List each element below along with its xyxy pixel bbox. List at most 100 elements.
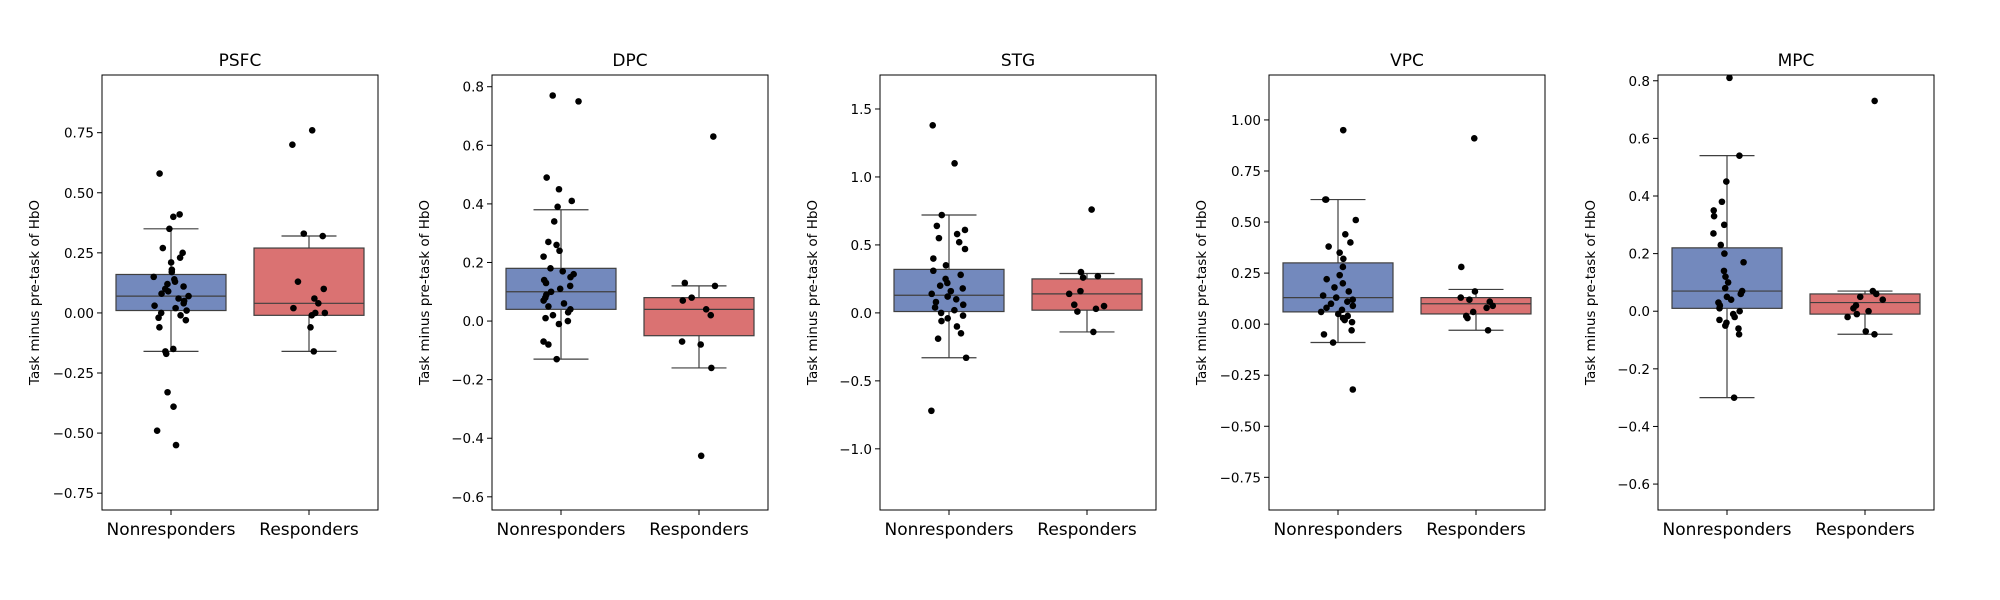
y-axis-label: Task minus pre-task of HbO (27, 200, 43, 386)
y-tick-label: 0.00 (1231, 317, 1261, 333)
panel-psfc: PSFC Task minus pre-task of HbO −0.75 −0.50… (27, 51, 379, 540)
box (1282, 262, 1394, 313)
data-point (955, 238, 963, 246)
data-point (151, 302, 158, 310)
data-point (944, 315, 952, 322)
data-point (540, 338, 547, 345)
data-point (550, 218, 558, 225)
data-point (952, 295, 960, 303)
data-point (1710, 207, 1718, 214)
data-point (575, 98, 582, 105)
data-point (929, 121, 937, 129)
data-point (156, 324, 163, 331)
data-point (1726, 74, 1733, 82)
data-point (308, 312, 316, 319)
y-tick-label: 0.8 (463, 80, 484, 96)
x-tick-label: Responders (649, 520, 749, 540)
group-responders (253, 126, 365, 355)
x-tick-label: Nonresponders (497, 520, 626, 540)
data-point (1336, 249, 1343, 256)
data-point (1722, 322, 1729, 329)
group-nonresponders (893, 121, 1005, 415)
data-point (1323, 275, 1330, 283)
data-point (710, 133, 717, 140)
group-responders (1809, 97, 1921, 338)
data-point (164, 388, 171, 396)
data-point (175, 295, 182, 302)
data-point (1090, 328, 1097, 336)
data-point (319, 232, 327, 240)
box (253, 247, 365, 316)
data-point (708, 364, 715, 372)
data-point (938, 317, 945, 325)
y-tick-label: 1.0 (851, 170, 872, 186)
data-point (310, 348, 318, 355)
data-point (1339, 280, 1347, 287)
data-point (951, 306, 958, 314)
data-point (1872, 290, 1880, 298)
data-point (1856, 293, 1864, 301)
data-point (1325, 243, 1332, 250)
data-point (953, 323, 961, 330)
data-point (542, 314, 549, 322)
data-point (1736, 307, 1743, 315)
y-tick-label: 0.00 (64, 306, 94, 322)
y-tick-label: −0.50 (53, 426, 94, 442)
data-point (180, 283, 187, 290)
box (1420, 297, 1532, 315)
data-point (157, 309, 165, 317)
group-nonresponders (115, 170, 227, 449)
data-point (697, 452, 705, 460)
y-tick-label: −0.4 (451, 431, 484, 447)
data-point (554, 203, 561, 211)
data-point (1339, 126, 1347, 134)
data-point (1457, 294, 1465, 301)
data-point (1470, 135, 1478, 142)
data-point (556, 247, 563, 255)
data-point (959, 285, 967, 292)
y-tick-label: 0.75 (1231, 164, 1261, 180)
box (643, 297, 755, 337)
data-point (679, 297, 687, 304)
data-point (933, 222, 941, 230)
data-point (1720, 267, 1728, 275)
data-point (707, 311, 715, 319)
data-point (553, 241, 560, 249)
data-point (934, 335, 942, 343)
x-tick-label: Nonresponders (885, 520, 1014, 540)
x-tick-label: Nonresponders (1663, 520, 1792, 540)
data-point (167, 259, 175, 266)
data-point (1323, 304, 1330, 312)
data-point (1352, 216, 1360, 224)
y-tick-label: 0.2 (1629, 247, 1650, 263)
panel-mpc: MPC Task minus pre-task of HbO −0.6 −0.4 −0.… (1583, 51, 1935, 540)
data-point (928, 407, 935, 415)
data-point (1341, 316, 1348, 324)
data-point (545, 303, 552, 310)
y-axis-label: Task minus pre-task of HbO (805, 200, 821, 386)
y-axis-label: Task minus pre-task of HbO (1194, 200, 1210, 386)
data-point (1065, 290, 1073, 298)
data-point (1349, 302, 1357, 310)
data-point (688, 294, 695, 301)
data-point (150, 273, 158, 281)
y-tick-label: 0.50 (64, 186, 94, 202)
data-point (1344, 298, 1351, 305)
data-point (568, 197, 576, 205)
chart-title: MPC (1778, 51, 1815, 71)
data-point (1871, 97, 1878, 105)
data-point (1320, 331, 1328, 338)
data-point (542, 279, 550, 287)
data-point (1079, 274, 1087, 281)
data-point (938, 211, 946, 219)
data-point (928, 290, 936, 298)
data-point (300, 230, 308, 237)
data-point (1710, 212, 1718, 220)
data-point (1730, 394, 1738, 401)
data-point (1336, 271, 1343, 279)
data-point (566, 282, 574, 290)
data-point (1484, 326, 1492, 334)
data-point (1469, 308, 1477, 316)
data-point (307, 324, 314, 331)
data-point (1070, 301, 1078, 309)
